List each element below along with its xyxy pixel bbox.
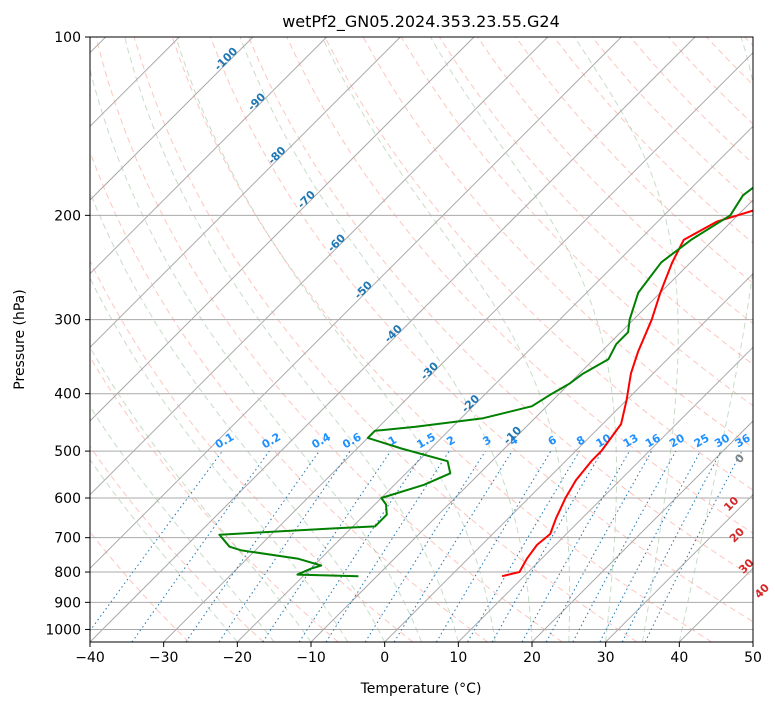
moist-adiabat-line bbox=[90, 276, 349, 642]
moist-adiabat-line bbox=[124, 37, 459, 642]
moist-adiabat-line bbox=[175, 37, 496, 642]
isotherm-line bbox=[531, 420, 753, 642]
x-tick-label: 50 bbox=[744, 650, 762, 666]
plot-background bbox=[90, 37, 753, 642]
x-tick-label: −20 bbox=[223, 650, 253, 666]
dry-adiabat-line bbox=[90, 445, 264, 642]
moist-adiabat-line bbox=[90, 458, 238, 642]
y-tick-label: 400 bbox=[54, 387, 81, 403]
moist-adiabat-line bbox=[573, 37, 679, 642]
isotherm-line bbox=[90, 37, 475, 422]
isotherm-line bbox=[457, 346, 753, 642]
chart-title: wetPf2_GN05.2024.353.23.55.G24 bbox=[282, 12, 560, 32]
y-tick-label: 300 bbox=[54, 313, 81, 329]
y-tick-label: 100 bbox=[54, 30, 81, 46]
isotherm-line bbox=[90, 37, 401, 349]
dry-adiabat-line bbox=[210, 37, 753, 623]
background-lines bbox=[90, 37, 753, 642]
y-axis: 100 200 300 400 500 600 700 800 900 1000 bbox=[45, 30, 90, 638]
mixing-ratio-line bbox=[218, 450, 351, 642]
x-tick-label: −30 bbox=[149, 650, 179, 666]
mixing-ratio-line bbox=[393, 450, 513, 642]
mixing-ratio-line bbox=[262, 450, 392, 642]
isotherm-line bbox=[310, 199, 753, 642]
moist-adiabat-line bbox=[90, 405, 275, 642]
moist-adiabat-line bbox=[90, 190, 386, 642]
x-axis-title: Temperature (°C) bbox=[360, 681, 482, 697]
mixing-ratio-line bbox=[185, 450, 320, 642]
moist-adiabat-line bbox=[429, 37, 617, 642]
isotherm-line bbox=[90, 37, 549, 496]
isotherm-line bbox=[605, 493, 753, 642]
y-tick-label: 500 bbox=[54, 444, 81, 460]
moist-adiabat-line bbox=[90, 67, 422, 642]
isotherm-line bbox=[384, 272, 753, 642]
dry-adiabat-line bbox=[286, 37, 753, 534]
isotherm-line bbox=[236, 125, 753, 642]
dry-adiabat-line bbox=[248, 37, 753, 578]
x-tick-label: −10 bbox=[296, 650, 326, 666]
x-tick-label: 10 bbox=[449, 650, 467, 666]
x-axis: −40 −30 −20 −10 0 10 20 30 40 50 bbox=[75, 642, 762, 666]
moist-adiabat-line bbox=[321, 37, 571, 642]
isotherm-line bbox=[752, 641, 753, 642]
dry-adiabat-line bbox=[133, 37, 638, 642]
y-tick-label: 200 bbox=[54, 208, 81, 224]
x-tick-label: 40 bbox=[670, 650, 688, 666]
isotherm-line bbox=[90, 37, 622, 570]
y-tick-label: 1000 bbox=[45, 622, 81, 638]
mixing-ratio-line bbox=[435, 450, 552, 642]
x-tick-label: 30 bbox=[597, 650, 615, 666]
isotherm-line bbox=[163, 51, 753, 642]
moist-adiabat-line bbox=[239, 37, 533, 642]
plot-frame bbox=[89, 36, 754, 643]
isotherm-line bbox=[90, 37, 328, 275]
mixing-ratio-line bbox=[467, 450, 580, 642]
sounding-profiles bbox=[218, 186, 753, 578]
isotherm-line bbox=[90, 37, 696, 642]
y-tick-label: 600 bbox=[54, 491, 81, 507]
y-axis-title: Pressure (hPa) bbox=[12, 289, 28, 389]
mixing-ratio-line bbox=[599, 450, 701, 642]
dewpoint-profile-line bbox=[218, 186, 753, 578]
y-tick-label: 800 bbox=[54, 565, 81, 581]
temperature-profile-line bbox=[501, 209, 753, 578]
dry-adiabat-line bbox=[515, 37, 753, 284]
x-tick-label: 20 bbox=[523, 650, 541, 666]
y-tick-label: 700 bbox=[54, 531, 81, 547]
dry-adiabat-line bbox=[90, 259, 414, 642]
y-tick-label: 900 bbox=[54, 595, 81, 611]
mixing-ratio-line bbox=[364, 450, 486, 642]
adiabat-label: 40 bbox=[752, 581, 772, 601]
dry-adiabat-line bbox=[95, 37, 563, 642]
isotherm-line bbox=[90, 37, 254, 201]
mixing-ratio-line bbox=[325, 450, 450, 642]
dry-adiabat-line bbox=[171, 37, 712, 642]
x-tick-label: −40 bbox=[75, 650, 105, 666]
dry-adiabat-line bbox=[324, 37, 753, 491]
moist-adiabat-line bbox=[678, 37, 753, 642]
mixing-ratio-line bbox=[572, 450, 677, 642]
x-tick-label: 0 bbox=[380, 650, 389, 666]
